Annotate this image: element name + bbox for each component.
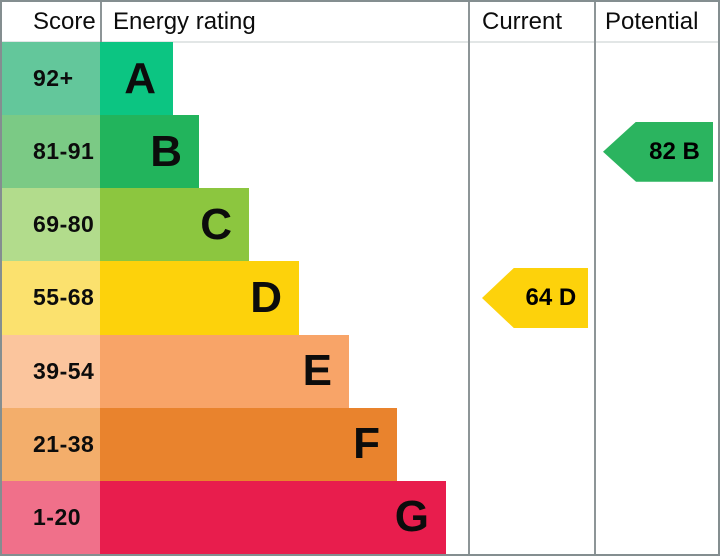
rating-letter: F xyxy=(353,419,380,469)
score-range: 1-20 xyxy=(2,480,100,554)
header-current: Current xyxy=(482,8,563,35)
score-range: 21-38 xyxy=(2,407,100,481)
rating-bar: A xyxy=(100,42,173,116)
rating-bar: B xyxy=(100,115,199,189)
rating-bands: 92+ A 81-91 B 69-80 C 55-68 D 39-54 E 21… xyxy=(2,42,718,554)
rating-letter: B xyxy=(150,126,182,176)
rating-letter: A xyxy=(124,53,156,103)
header-score: Score xyxy=(33,8,96,35)
header-underline xyxy=(2,41,718,43)
current-rating-label: 64 D xyxy=(525,284,577,311)
score-range: 81-91 xyxy=(2,115,100,189)
band-row-d: 55-68 D xyxy=(2,261,718,335)
potential-rating-arrow: 82 B xyxy=(603,121,713,182)
current-column-divider xyxy=(468,2,470,554)
band-row-a: 92+ A xyxy=(2,42,718,116)
band-row-b: 81-91 B xyxy=(2,115,718,189)
rating-letter: G xyxy=(394,492,429,542)
score-range: 92+ xyxy=(2,42,100,116)
potential-column-divider xyxy=(594,2,596,554)
band-row-c: 69-80 C xyxy=(2,188,718,262)
score-range: 55-68 xyxy=(2,261,100,335)
rating-letter: D xyxy=(250,272,282,322)
score-range: 69-80 xyxy=(2,188,100,262)
rating-letter: C xyxy=(200,199,232,249)
rating-bar: E xyxy=(100,334,349,408)
rating-bar: D xyxy=(100,261,299,335)
header-energy-rating: Energy rating xyxy=(113,8,256,35)
band-row-e: 39-54 E xyxy=(2,334,718,408)
score-column-divider xyxy=(100,2,102,42)
band-row-f: 21-38 F xyxy=(2,407,718,481)
header-potential: Potential xyxy=(605,8,699,35)
band-row-g: 1-20 G xyxy=(2,480,718,554)
rating-bar: G xyxy=(100,480,446,554)
rating-letter: E xyxy=(302,346,332,396)
rating-bar: C xyxy=(100,188,249,262)
score-range: 39-54 xyxy=(2,334,100,408)
rating-bar: F xyxy=(100,407,397,481)
potential-rating-label: 82 B xyxy=(649,137,700,165)
